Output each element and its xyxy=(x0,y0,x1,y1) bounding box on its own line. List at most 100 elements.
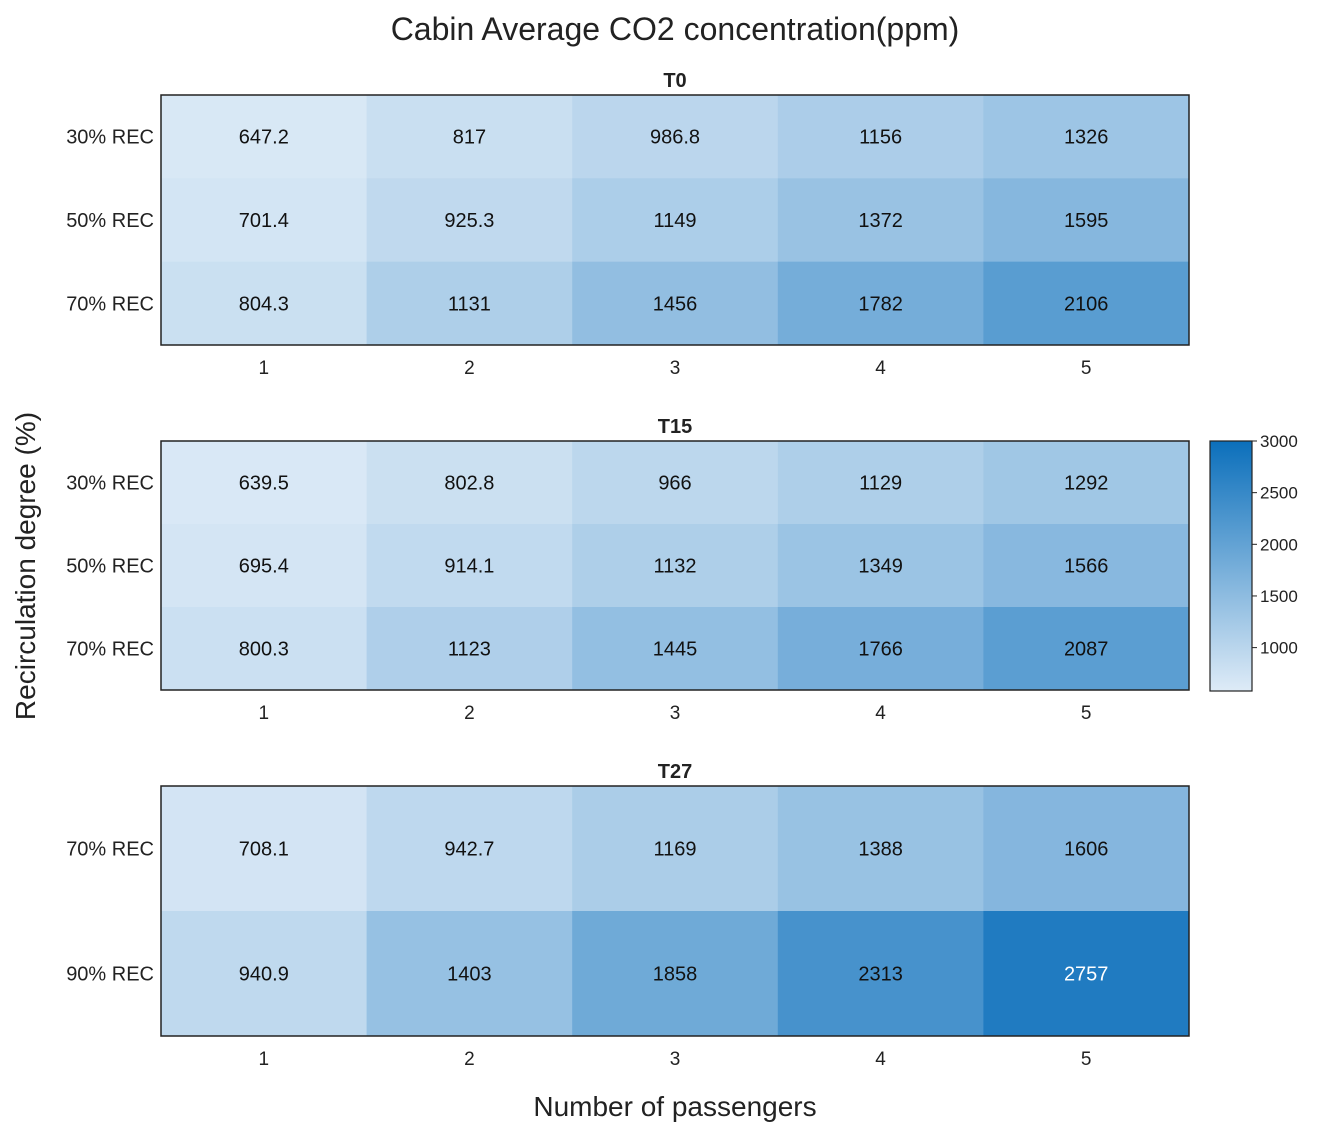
cell-value-label: 802.8 xyxy=(444,473,494,495)
cell-value-label: 817 xyxy=(453,127,486,149)
x-tick-label: 1 xyxy=(259,703,270,724)
panel-title: T0 xyxy=(663,70,686,92)
heatmap-cell xyxy=(161,607,368,691)
panel-frame xyxy=(160,785,1190,1037)
x-tick-label: 2 xyxy=(464,358,475,379)
heatmap-cell xyxy=(572,911,779,1037)
colorbar-gradient xyxy=(1209,440,1253,692)
x-tick-label: 5 xyxy=(1081,703,1092,724)
cell-value-label: 914.1 xyxy=(444,556,494,578)
cell-value-label: 942.7 xyxy=(444,839,494,861)
heatmap-cell xyxy=(777,441,984,525)
x-tick-label: 5 xyxy=(1081,358,1092,379)
cell-value-label: 1123 xyxy=(448,639,491,661)
cell-value-label: 1595 xyxy=(1064,210,1109,232)
heatmap-cell xyxy=(161,95,368,179)
x-tick-label: 2 xyxy=(464,703,475,724)
heatmap-cell xyxy=(777,178,984,263)
colorbar-tick-label: 2000 xyxy=(1260,535,1298,554)
x-tick-label: 3 xyxy=(670,703,681,724)
cell-value-label: 1292 xyxy=(1064,473,1109,495)
colorbar-tick-label: 3000 xyxy=(1260,432,1298,451)
chart-title: Cabin Average CO2 concentration(ppm) xyxy=(391,11,960,47)
cell-value-label: 1566 xyxy=(1064,556,1109,578)
cell-value-label: 2757 xyxy=(1064,964,1109,986)
colorbar-tick-label: 2500 xyxy=(1260,484,1298,503)
heatmap-panels: T0 647.2 817 986.8 1156 1326 30% REC 701.4 925.3… xyxy=(66,70,1190,1070)
cell-value-label: 1131 xyxy=(448,293,491,315)
colorbar-tick-label: 1500 xyxy=(1260,587,1298,606)
heatmap-cell xyxy=(572,607,779,691)
heatmap-cell xyxy=(161,786,368,912)
row-label: 70% REC xyxy=(66,839,154,861)
cell-value-label: 804.3 xyxy=(239,293,289,315)
heatmap-cell xyxy=(983,911,1190,1037)
heatmap-cell xyxy=(572,441,779,525)
panel-frame xyxy=(160,440,1190,691)
cell-value-label: 925.3 xyxy=(444,210,494,232)
cell-value-label: 2087 xyxy=(1064,639,1109,661)
heatmap-cell xyxy=(161,178,368,263)
cell-value-label: 1388 xyxy=(858,839,903,861)
cell-value-label: 1156 xyxy=(859,127,902,149)
heatmap-cell xyxy=(366,261,573,346)
row-label: 30% REC xyxy=(66,127,154,149)
row-label: 90% REC xyxy=(66,964,154,986)
heatmap-cell xyxy=(572,786,779,912)
cell-value-label: 1326 xyxy=(1064,127,1109,149)
cell-value-label: 1169 xyxy=(653,839,696,861)
x-tick-label: 3 xyxy=(670,1049,681,1070)
cell-value-label: 639.5 xyxy=(239,473,289,495)
colorbar: 1000 1500 2000 2500 3000 xyxy=(1209,432,1298,692)
row-label: 30% REC xyxy=(66,473,154,495)
heatmap-cell xyxy=(983,607,1190,691)
cell-value-label: 701.4 xyxy=(239,210,289,232)
heatmap-cell xyxy=(983,178,1190,263)
heatmap-cell xyxy=(572,95,779,179)
heatmap-cell xyxy=(366,95,573,179)
panel-frame xyxy=(160,94,1190,346)
cell-value-label: 708.1 xyxy=(239,839,289,861)
heatmap-cell xyxy=(366,441,573,525)
cell-value-label: 1766 xyxy=(858,639,903,661)
cell-value-label: 1129 xyxy=(859,473,902,495)
cell-value-label: 966 xyxy=(658,473,691,495)
heatmap-cell xyxy=(777,786,984,912)
cell-value-label: 986.8 xyxy=(650,127,700,149)
y-axis-title: Recirculation degree (%) xyxy=(10,412,41,720)
heatmap-cell xyxy=(366,178,573,263)
heatmap-panel: T0 647.2 817 986.8 1156 1326 30% REC 701.4 925.3… xyxy=(66,70,1190,379)
heatmap-cell xyxy=(366,911,573,1037)
heatmap-cell xyxy=(983,441,1190,525)
heatmap-cell xyxy=(366,607,573,691)
cell-value-label: 940.9 xyxy=(239,964,289,986)
x-tick-label: 2 xyxy=(464,1049,475,1070)
panel-title: T15 xyxy=(658,416,692,438)
heatmap-cell xyxy=(366,786,573,912)
heatmap-cell xyxy=(777,607,984,691)
cell-value-label: 1782 xyxy=(858,293,903,315)
heatmap-panel: T27 708.1 942.7 1169 1388 1606 70% REC 940.9 140… xyxy=(66,761,1190,1070)
heatmap-cell xyxy=(983,786,1190,912)
cell-value-label: 1372 xyxy=(858,210,903,232)
cell-value-label: 1858 xyxy=(653,964,698,986)
cell-value-label: 1349 xyxy=(858,556,903,578)
heatmap-panel: T15 639.5 802.8 966 1129 1292 30% REC 695.4 914.… xyxy=(66,416,1190,724)
x-axis-title: Number of passengers xyxy=(533,1091,816,1122)
heatmap-cell xyxy=(161,524,368,608)
heatmap-cell xyxy=(777,524,984,608)
x-tick-label: 4 xyxy=(875,703,886,724)
heatmap-cell xyxy=(983,261,1190,346)
row-label: 70% REC xyxy=(66,639,154,661)
heatmap-cell xyxy=(572,178,779,263)
heatmap-cell xyxy=(777,261,984,346)
row-label: 50% REC xyxy=(66,556,154,578)
x-tick-label: 1 xyxy=(259,358,270,379)
heatmap-cell xyxy=(161,441,368,525)
heatmap-cell xyxy=(983,524,1190,608)
cell-value-label: 695.4 xyxy=(239,556,289,578)
cell-value-label: 2313 xyxy=(858,964,903,986)
cell-value-label: 1445 xyxy=(653,639,698,661)
cell-value-label: 2106 xyxy=(1064,293,1109,315)
cell-value-label: 1606 xyxy=(1064,839,1109,861)
